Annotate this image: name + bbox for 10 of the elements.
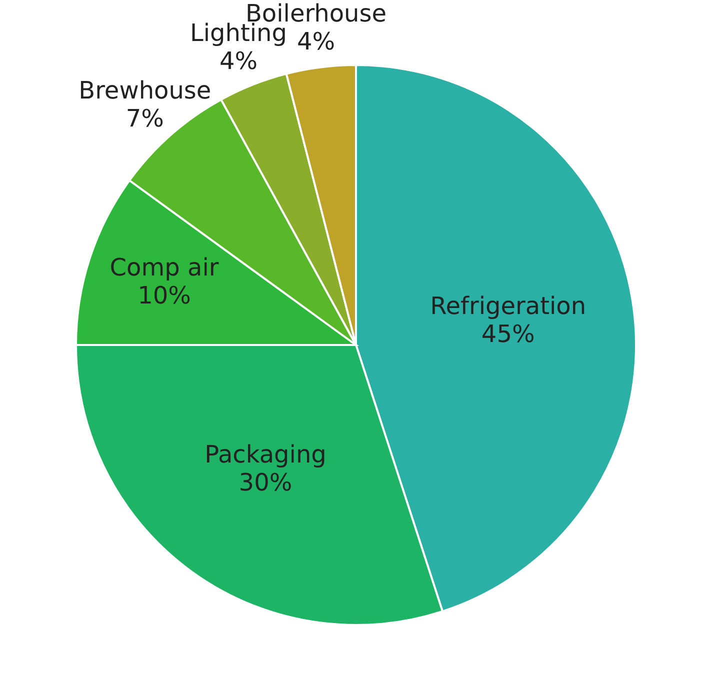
data-label: 4% [219,47,258,76]
slice-label: Refrigeration [430,292,586,320]
data-label: 7% [126,104,164,133]
data-label: 4% [296,27,336,56]
data-label: 30% [238,468,292,497]
data-label: 10% [138,282,191,310]
slice-label: Comp air [110,254,219,282]
slice-label: Brewhouse [78,76,212,105]
data-label: 45% [481,320,535,348]
slice-label: Packaging [204,440,326,469]
